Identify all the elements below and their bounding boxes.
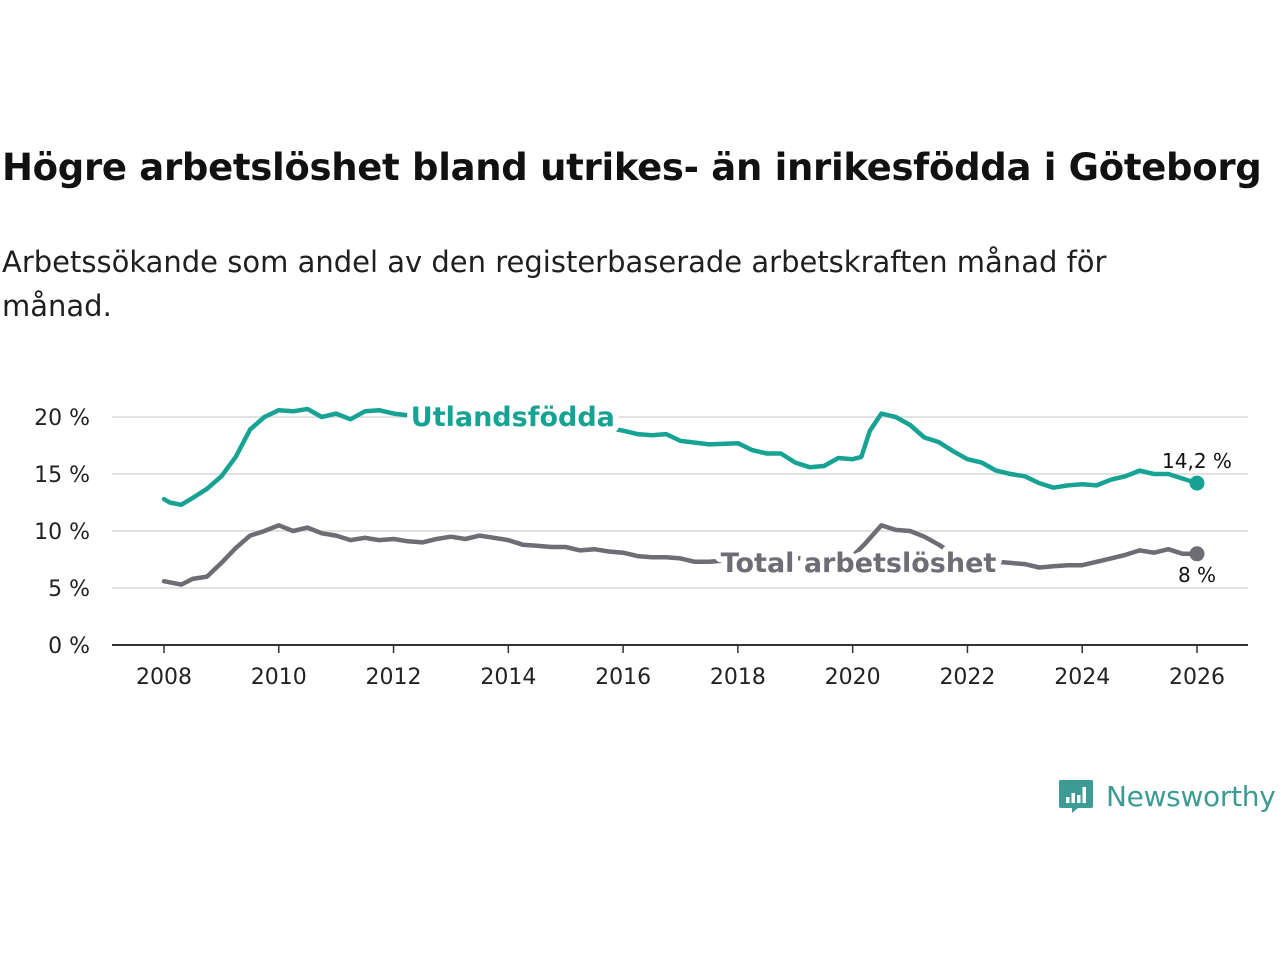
y-tick-label-5: 5 %	[48, 577, 90, 602]
x-tick-label-2008: 2008	[136, 665, 192, 690]
x-tick-label-2022: 2022	[939, 665, 995, 690]
end-value-label-utlandsfodda: 14,2 %	[1162, 449, 1232, 473]
y-tick-label-15: 15 %	[34, 463, 90, 488]
end-point-total-arbetsloshet	[1189, 546, 1205, 562]
newsworthy-logo-icon	[1059, 780, 1093, 813]
series-line-total-arbetsloshet	[161, 523, 1200, 587]
series-line-utlandsfodda	[161, 406, 1200, 508]
x-tick-label-2018: 2018	[710, 665, 766, 690]
chart-subtitle: Arbetssökande som andel av den registerb…	[2, 245, 1107, 323]
chart-title: Högre arbetslöshet bland utrikes- än inr…	[2, 146, 1262, 189]
series-label-utlandsfodda: Utlandsfödda	[411, 402, 615, 433]
x-tick-label-2026: 2026	[1169, 665, 1225, 690]
y-axis: 0 % 5 % 10 % 15 % 20 %	[34, 406, 90, 659]
x-tick-label-2020: 2020	[825, 665, 881, 690]
y-tick-label-0: 0 %	[48, 634, 90, 659]
brand-name: Newsworthy	[1106, 779, 1276, 813]
x-tick-label-2010: 2010	[251, 665, 307, 690]
series-labels: Utlandsfödda Total arbetslöshet 14,2 % 8 %	[405, 396, 1235, 590]
x-tick-label-2016: 2016	[595, 665, 651, 690]
x-axis: 2008 2010 2012 2014 2016 2018 2020 2022 2024 2026	[112, 644, 1248, 690]
x-tick-label-2014: 2014	[480, 665, 536, 690]
series-label-total-arbetsloshet: Total arbetslöshet	[721, 548, 997, 579]
y-tick-label-10: 10 %	[34, 520, 90, 545]
y-tick-label-20: 20 %	[34, 406, 90, 431]
series-lines	[161, 406, 1205, 587]
x-tick-label-2024: 2024	[1054, 665, 1110, 690]
end-point-utlandsfodda	[1189, 475, 1205, 491]
x-tick-label-2012: 2012	[366, 665, 422, 690]
newsworthy-brand[interactable]: Newsworthy	[1058, 773, 1276, 819]
end-value-label-total-arbetsloshet: 8 %	[1178, 563, 1216, 587]
